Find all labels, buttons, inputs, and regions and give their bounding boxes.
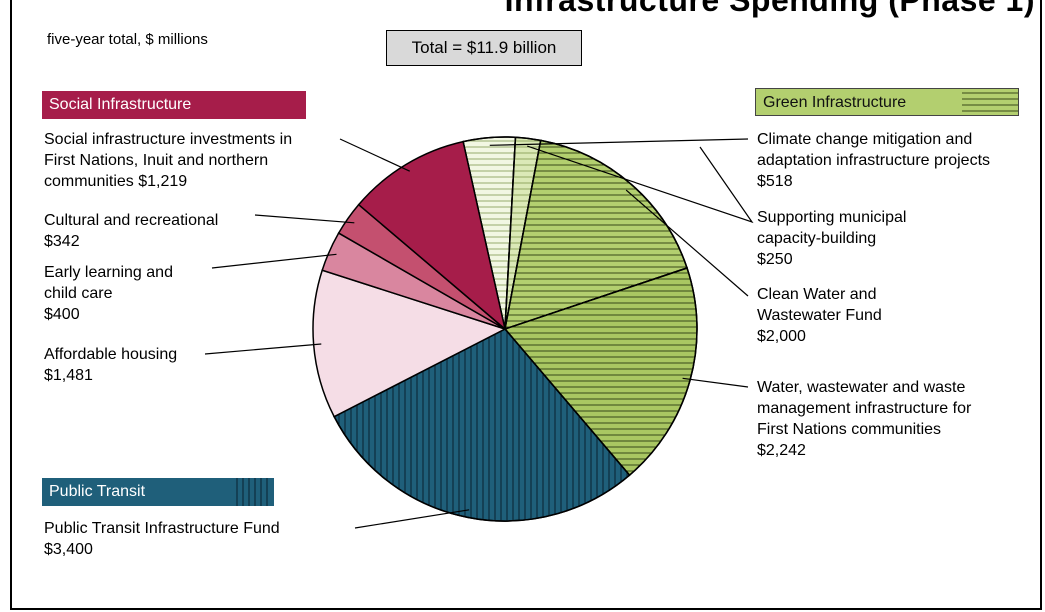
chart-title: Infrastructure Spending (Phase 1) — [504, 0, 1035, 18]
leader-cultural — [254, 214, 355, 224]
leader-cwwf — [625, 189, 749, 297]
chart-subtitle: five-year total, $ millions — [47, 31, 208, 48]
category-social-infrastructure: Social Infrastructure — [42, 91, 306, 119]
pie-slice-pattern-2 — [504, 139, 688, 331]
label-municipal: Supporting municipal capacity-building $… — [757, 209, 907, 268]
green-legend-pattern — [962, 90, 1018, 115]
leader-climate — [489, 138, 749, 146]
label-cwwf: Clean Water and Wastewater Fund $2,000 — [757, 286, 882, 345]
label-water-fn: Water, wastewater and waste management i… — [757, 379, 972, 459]
pie-slice-8 — [357, 140, 507, 332]
pie-slice-pattern-4 — [333, 328, 631, 522]
label-social-fn: Social infrastructure investments in Fir… — [44, 131, 293, 190]
label-climate: Climate change mitigation and adaptation… — [757, 131, 991, 190]
label-affordable-housing: Affordable housing $1,481 — [44, 346, 178, 384]
leader-early-learning — [211, 253, 337, 269]
leader-social-fn — [339, 138, 410, 172]
label-public-transit: Public Transit Infrastructure Fund $3,40… — [44, 520, 280, 558]
leader-water-fn — [682, 377, 749, 388]
leader-affordable-housing — [204, 343, 322, 355]
leader-municipal — [527, 145, 754, 224]
total-box: Total = $11.9 billion — [386, 30, 582, 66]
transit-legend-pattern — [232, 478, 272, 506]
leader-public-transit — [354, 509, 470, 529]
label-early-learning: Early learning and child care $400 — [44, 264, 173, 323]
chart-frame — [10, 0, 1042, 610]
pie-slice-pattern-3 — [503, 267, 698, 477]
label-cultural: Cultural and recreational $342 — [44, 212, 219, 250]
